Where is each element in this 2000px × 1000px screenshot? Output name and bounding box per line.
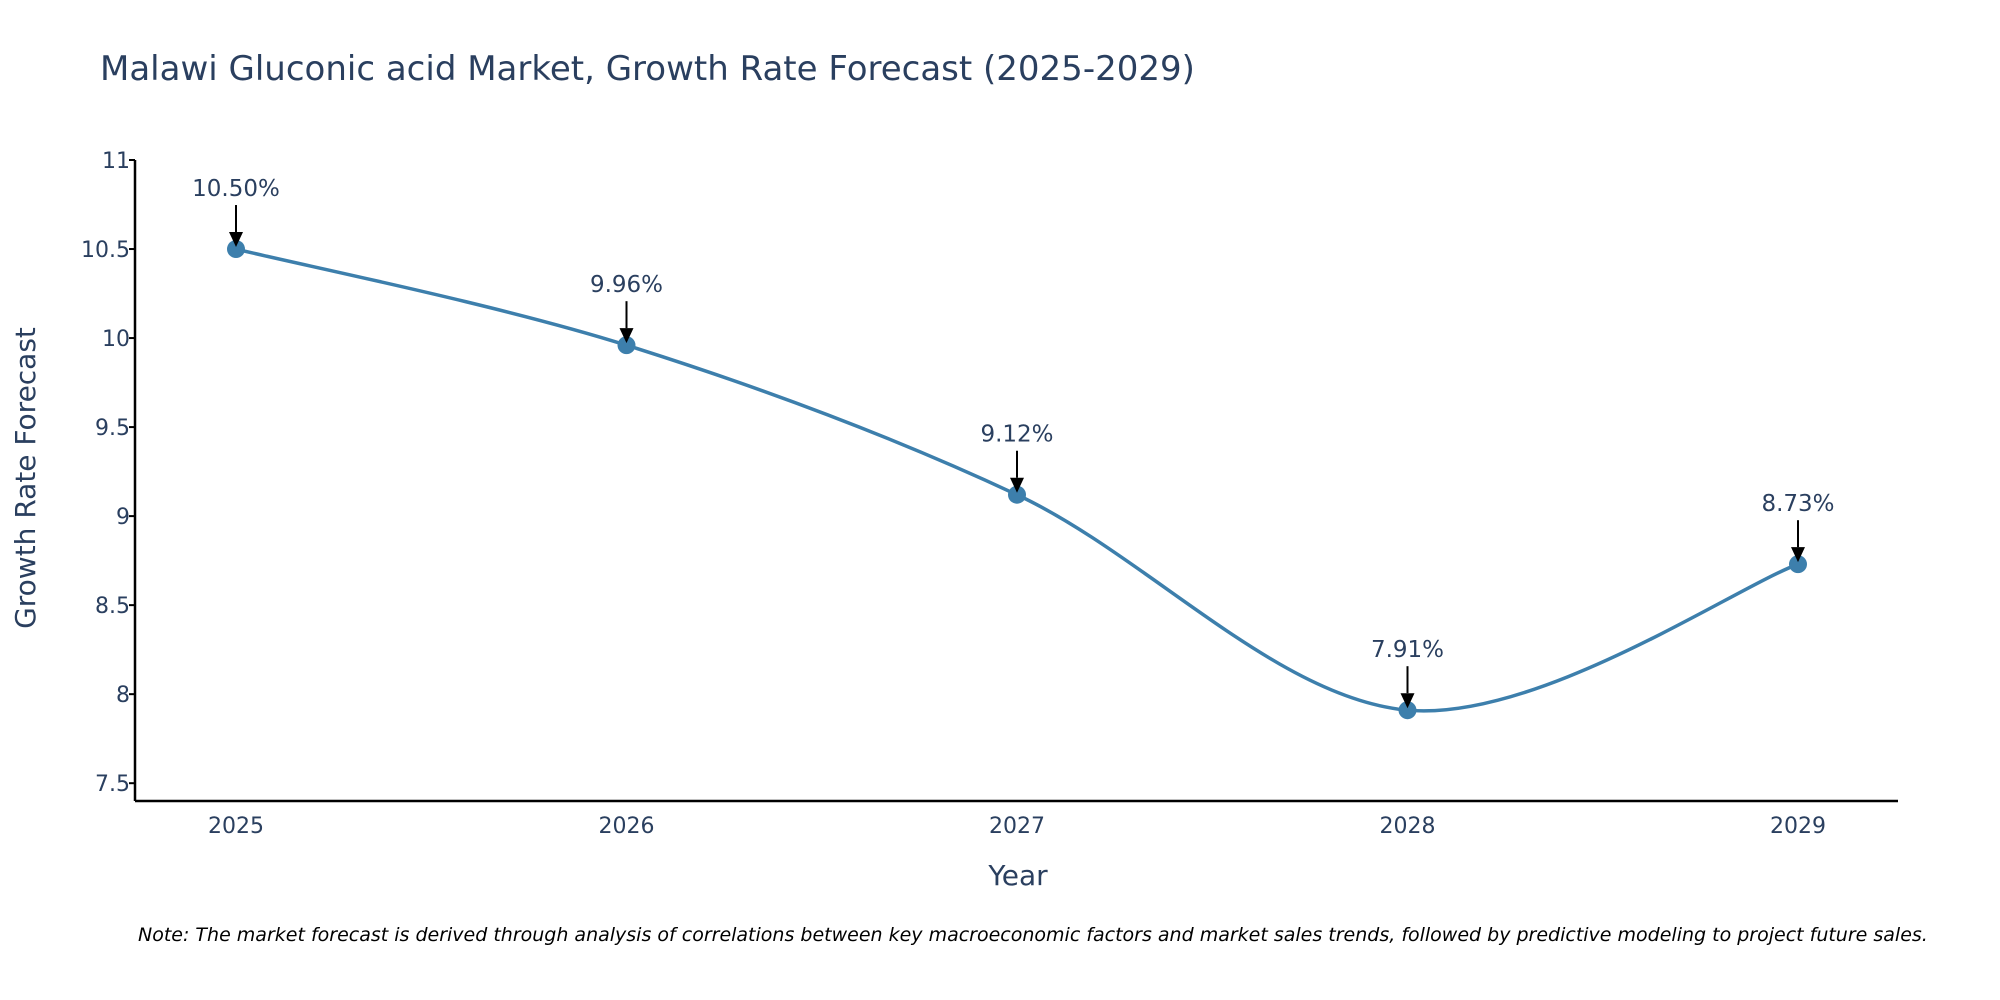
data-point-marker (1008, 485, 1026, 504)
annotation-arrow-head (1791, 547, 1805, 563)
x-tick-label: 2027 (989, 814, 1045, 839)
x-tick-label: 2026 (599, 814, 655, 839)
data-label: 7.91% (1371, 637, 1444, 663)
data-label: 10.50% (192, 176, 280, 202)
footnote: Note: The market forecast is derived thr… (138, 924, 1928, 946)
data-point-marker (1789, 555, 1807, 574)
y-tick-label: 7.5 (95, 772, 130, 797)
x-tick-label: 2029 (1770, 814, 1826, 839)
data-point-marker (227, 240, 245, 259)
data-point-marker (1398, 701, 1417, 720)
data-label: 9.96% (590, 272, 663, 298)
y-tick-label: 8.5 (95, 594, 130, 619)
x-axis-ticks: 2025 2026 2027 2028 2029 (208, 814, 1826, 839)
data-point-marker (617, 336, 636, 355)
annotation-arrow-head (1010, 477, 1024, 493)
y-axis-title: Growth Rate Forecast (9, 327, 42, 629)
chart-title: Malawi Gluconic acid Market, Growth Rate… (100, 49, 1195, 89)
data-markers (227, 240, 1807, 720)
x-axis-title: Year (987, 859, 1048, 892)
y-axis-ticks: 7.5 8 8.5 9 9.5 10 10.5 11 (81, 149, 135, 797)
y-tick-label: 8 (116, 683, 130, 708)
y-tick-label: 9.5 (95, 416, 130, 441)
y-tick-label: 10 (102, 327, 130, 352)
y-tick-label: 10.5 (81, 238, 130, 263)
x-tick-label: 2028 (1380, 814, 1436, 839)
data-annotations: 10.50% 9.96% 9.12% 7.91% 8.73% (192, 176, 1835, 709)
annotation-arrow-head (1400, 693, 1415, 709)
data-label: 8.73% (1761, 491, 1834, 517)
data-label: 9.12% (980, 422, 1053, 448)
x-tick-label: 2025 (208, 814, 264, 839)
annotation-arrow-head (229, 232, 243, 248)
y-tick-label: 11 (102, 149, 130, 174)
y-tick-label: 9 (116, 505, 130, 530)
annotation-arrow-head (619, 328, 634, 344)
